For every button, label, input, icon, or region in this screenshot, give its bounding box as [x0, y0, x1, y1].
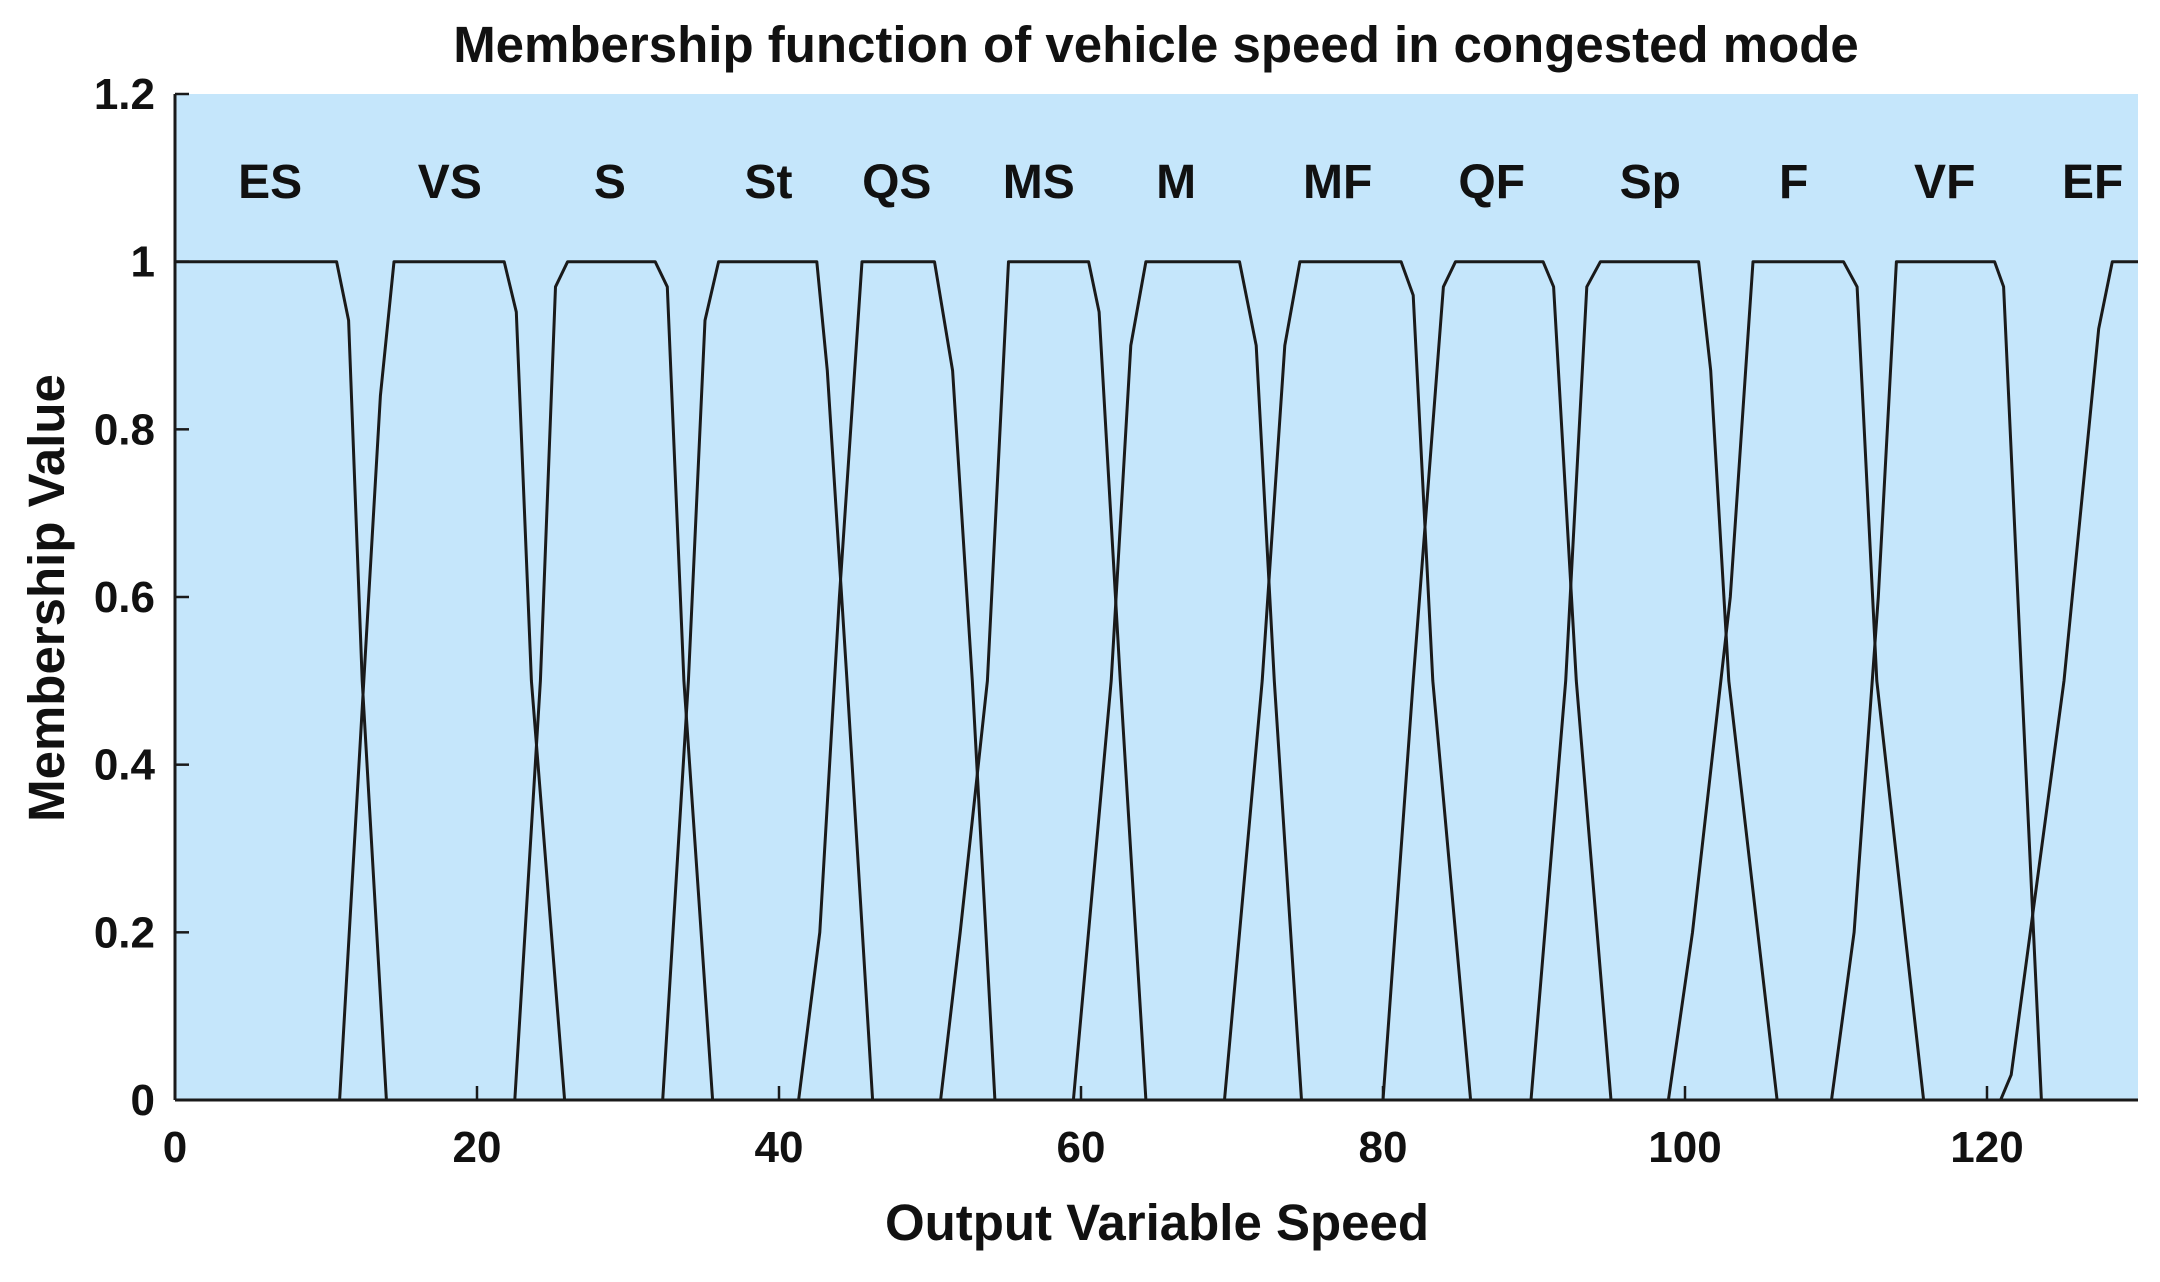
mf-curve-vs [338, 260, 567, 1101]
mf-curve-qf [1381, 260, 1613, 1101]
membership-labels: ES VS S St QS MS M MF QF Sp F VF EF [238, 156, 2123, 209]
mf-label-m: M [1156, 156, 1196, 209]
x-tick-label: 100 [1648, 1123, 1721, 1172]
y-tick-label: 0.4 [94, 741, 156, 790]
x-tick-label: 120 [1950, 1123, 2023, 1172]
mf-curve-ef [1999, 260, 2138, 1101]
x-tick-label: 0 [163, 1123, 187, 1172]
y-tick-label: 0.6 [94, 573, 155, 622]
y-tick-label: 0.8 [94, 405, 155, 454]
mf-curve-ms [939, 260, 1148, 1101]
x-tick-label: 80 [1359, 1123, 1408, 1172]
mf-curve-es [175, 260, 388, 1101]
y-axis-label: Membership Value [18, 374, 75, 822]
plot-background [175, 94, 2138, 1100]
mf-curve-f [1666, 260, 1926, 1101]
x-tick-label: 20 [453, 1123, 502, 1172]
mf-label-mf: MF [1303, 156, 1372, 209]
mf-label-ms: MS [1003, 156, 1075, 209]
mf-curve-st [661, 260, 875, 1101]
x-axis-label: Output Variable Speed [885, 1194, 1429, 1251]
mf-label-sp: Sp [1620, 156, 1681, 209]
mf-label-es: ES [238, 156, 302, 209]
x-tick-label: 40 [755, 1123, 804, 1172]
mf-label-ef: EF [2062, 156, 2123, 209]
mf-label-st: St [744, 156, 792, 209]
mf-label-vf: VF [1914, 156, 1975, 209]
mf-curve-vf [1830, 260, 2043, 1101]
mf-label-qs: QS [862, 156, 931, 209]
membership-curves [175, 260, 2138, 1101]
axes [173, 94, 2138, 1102]
mf-label-f: F [1779, 156, 1808, 209]
y-tick-label: 0 [131, 1076, 155, 1125]
y-tick-label: 1.2 [94, 70, 155, 119]
mf-label-s: S [594, 156, 626, 209]
mf-curve-s [513, 260, 715, 1101]
mf-curve-qs [797, 260, 997, 1101]
mf-curve-m [1071, 260, 1303, 1101]
chart-title: Membership function of vehicle speed in … [453, 16, 1859, 73]
mf-label-vs: VS [418, 156, 482, 209]
y-tick-label: 1 [131, 238, 155, 287]
mf-curve-mf [1223, 260, 1473, 1101]
y-tick-label: 0.2 [94, 908, 155, 957]
x-tick-label: 60 [1057, 1123, 1106, 1172]
axis-ticks: 0 20 40 60 80 100 120 0 0.2 0.4 0.6 0.8 1 1.2 [94, 70, 2024, 1172]
mf-label-qf: QF [1458, 156, 1525, 209]
